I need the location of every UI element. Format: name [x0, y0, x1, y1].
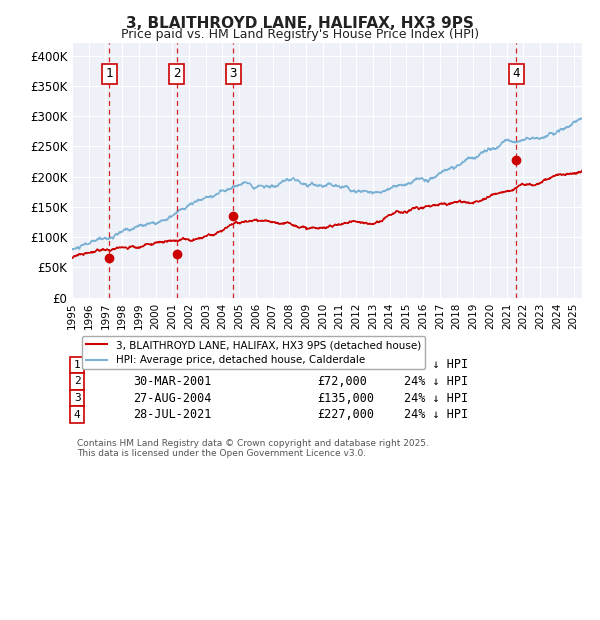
Text: 3: 3: [230, 68, 237, 81]
Text: £65,000: £65,000: [317, 358, 367, 371]
Text: 28-JUL-2021: 28-JUL-2021: [133, 408, 212, 421]
Text: £135,000: £135,000: [317, 391, 374, 404]
Text: Price paid vs. HM Land Registry's House Price Index (HPI): Price paid vs. HM Land Registry's House …: [121, 28, 479, 41]
Text: 1: 1: [106, 68, 113, 81]
Text: 2: 2: [173, 68, 180, 81]
Text: Contains HM Land Registry data © Crown copyright and database right 2025.
This d: Contains HM Land Registry data © Crown c…: [77, 439, 429, 458]
Text: 27-AUG-2004: 27-AUG-2004: [133, 391, 212, 404]
Text: £227,000: £227,000: [317, 408, 374, 421]
Text: 4: 4: [512, 68, 520, 81]
Text: 4: 4: [74, 410, 80, 420]
Text: £72,000: £72,000: [317, 375, 367, 388]
Text: 3: 3: [74, 393, 80, 403]
Text: 3, BLAITHROYD LANE, HALIFAX, HX3 9PS: 3, BLAITHROYD LANE, HALIFAX, HX3 9PS: [126, 16, 474, 30]
Text: 24% ↓ HPI: 24% ↓ HPI: [404, 375, 467, 388]
Text: 30-MAR-2001: 30-MAR-2001: [133, 375, 212, 388]
Legend: 3, BLAITHROYD LANE, HALIFAX, HX3 9PS (detached house), HPI: Average price, detac: 3, BLAITHROYD LANE, HALIFAX, HX3 9PS (de…: [82, 336, 425, 370]
Text: 21-MAR-1997: 21-MAR-1997: [133, 358, 212, 371]
Text: 24% ↓ HPI: 24% ↓ HPI: [404, 391, 467, 404]
Text: 18% ↓ HPI: 18% ↓ HPI: [404, 358, 467, 371]
Text: 2: 2: [74, 376, 80, 386]
Text: 24% ↓ HPI: 24% ↓ HPI: [404, 408, 467, 421]
Text: 1: 1: [74, 360, 80, 370]
